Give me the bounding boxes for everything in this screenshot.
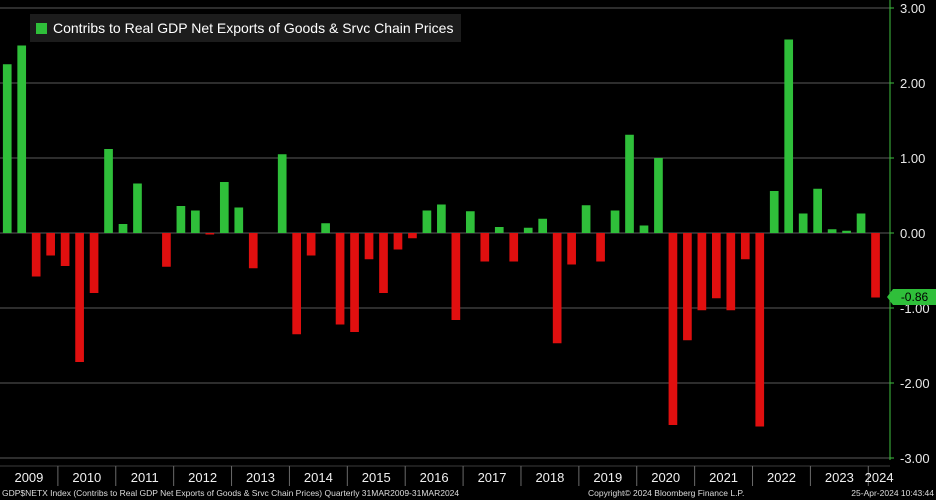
bar bbox=[625, 134, 634, 233]
legend-label: Contribs to Real GDP Net Exports of Good… bbox=[53, 20, 454, 36]
bar bbox=[465, 211, 475, 233]
bar bbox=[712, 233, 721, 299]
bar bbox=[654, 158, 663, 233]
bar bbox=[523, 227, 533, 233]
bar bbox=[118, 224, 128, 233]
bar bbox=[451, 233, 461, 320]
bar bbox=[2, 64, 12, 233]
bar bbox=[798, 213, 808, 233]
year-label: 2023 bbox=[825, 470, 854, 485]
year-label: 2012 bbox=[188, 470, 217, 485]
bar bbox=[364, 233, 374, 260]
year-label: 2018 bbox=[535, 470, 564, 485]
year-label: 2011 bbox=[131, 470, 159, 485]
bar bbox=[205, 233, 215, 235]
bar bbox=[437, 204, 446, 233]
bar bbox=[871, 233, 880, 298]
bar bbox=[509, 233, 519, 262]
legend-swatch bbox=[36, 22, 47, 34]
year-label: 2020 bbox=[651, 470, 680, 485]
bar bbox=[422, 210, 432, 233]
bar bbox=[552, 233, 562, 344]
bar bbox=[104, 149, 113, 233]
bar bbox=[480, 233, 490, 262]
bar bbox=[769, 191, 779, 233]
bar bbox=[219, 182, 229, 233]
bar bbox=[393, 233, 403, 250]
bar bbox=[306, 233, 316, 256]
bar bbox=[408, 233, 417, 239]
bar bbox=[89, 233, 99, 293]
y-tick-label: 3.00 bbox=[900, 1, 925, 16]
bar bbox=[581, 205, 591, 233]
bar bbox=[784, 39, 794, 233]
y-tick-label: -2.00 bbox=[900, 376, 930, 391]
bar bbox=[335, 233, 345, 325]
bar bbox=[379, 233, 388, 293]
footer-index-description: GDP$NETX Index (Contribs to Real GDP Net… bbox=[2, 488, 460, 498]
bar bbox=[60, 233, 70, 266]
y-tick-label: 1.00 bbox=[900, 151, 925, 166]
bar bbox=[668, 233, 678, 425]
bar bbox=[234, 207, 244, 233]
bar bbox=[697, 233, 707, 311]
year-label: 2015 bbox=[362, 470, 391, 485]
bar bbox=[610, 210, 620, 233]
bar bbox=[740, 233, 750, 260]
year-label: 2022 bbox=[767, 470, 796, 485]
bar bbox=[639, 225, 649, 233]
bar bbox=[176, 206, 186, 233]
bar bbox=[842, 230, 851, 233]
year-label: 2010 bbox=[72, 470, 101, 485]
bar bbox=[248, 233, 258, 269]
bar bbox=[538, 218, 548, 233]
bar bbox=[350, 233, 359, 332]
bar bbox=[755, 233, 765, 427]
year-label: 2016 bbox=[420, 470, 449, 485]
bar bbox=[162, 233, 171, 267]
bar bbox=[567, 233, 576, 265]
bar bbox=[75, 233, 84, 362]
last-value-badge: -0.86 bbox=[887, 289, 936, 305]
bar bbox=[133, 183, 142, 233]
year-label: 2017 bbox=[478, 470, 507, 485]
legend: Contribs to Real GDP Net Exports of Good… bbox=[30, 14, 462, 42]
year-label: 2021 bbox=[709, 470, 738, 485]
y-tick-label: 0.00 bbox=[900, 226, 925, 241]
footer: GDP$NETX Index (Contribs to Real GDP Net… bbox=[0, 486, 936, 500]
year-label: 2024 bbox=[865, 470, 894, 485]
bar bbox=[683, 233, 692, 341]
bar bbox=[726, 233, 736, 311]
bar bbox=[856, 213, 866, 233]
bar bbox=[31, 233, 41, 277]
bar bbox=[277, 154, 287, 233]
bar bbox=[494, 227, 504, 233]
footer-timestamp: 25-Apr-2024 10:43:44 bbox=[851, 488, 934, 498]
year-label: 2014 bbox=[304, 470, 333, 485]
bar bbox=[46, 233, 55, 256]
bar bbox=[292, 233, 302, 335]
y-tick-label: -3.00 bbox=[900, 451, 930, 466]
bar bbox=[596, 233, 605, 262]
bar bbox=[17, 45, 27, 233]
bar bbox=[321, 223, 330, 233]
y-tick-label: 2.00 bbox=[900, 76, 925, 91]
footer-copyright: Copyright© 2024 Bloomberg Finance L.P. bbox=[588, 488, 745, 498]
year-label: 2013 bbox=[246, 470, 275, 485]
bar bbox=[813, 188, 822, 233]
year-label: 2019 bbox=[593, 470, 622, 485]
bar bbox=[827, 229, 837, 233]
last-value-label: -0.86 bbox=[900, 290, 929, 304]
year-label: 2009 bbox=[14, 470, 43, 485]
bar bbox=[191, 210, 200, 233]
